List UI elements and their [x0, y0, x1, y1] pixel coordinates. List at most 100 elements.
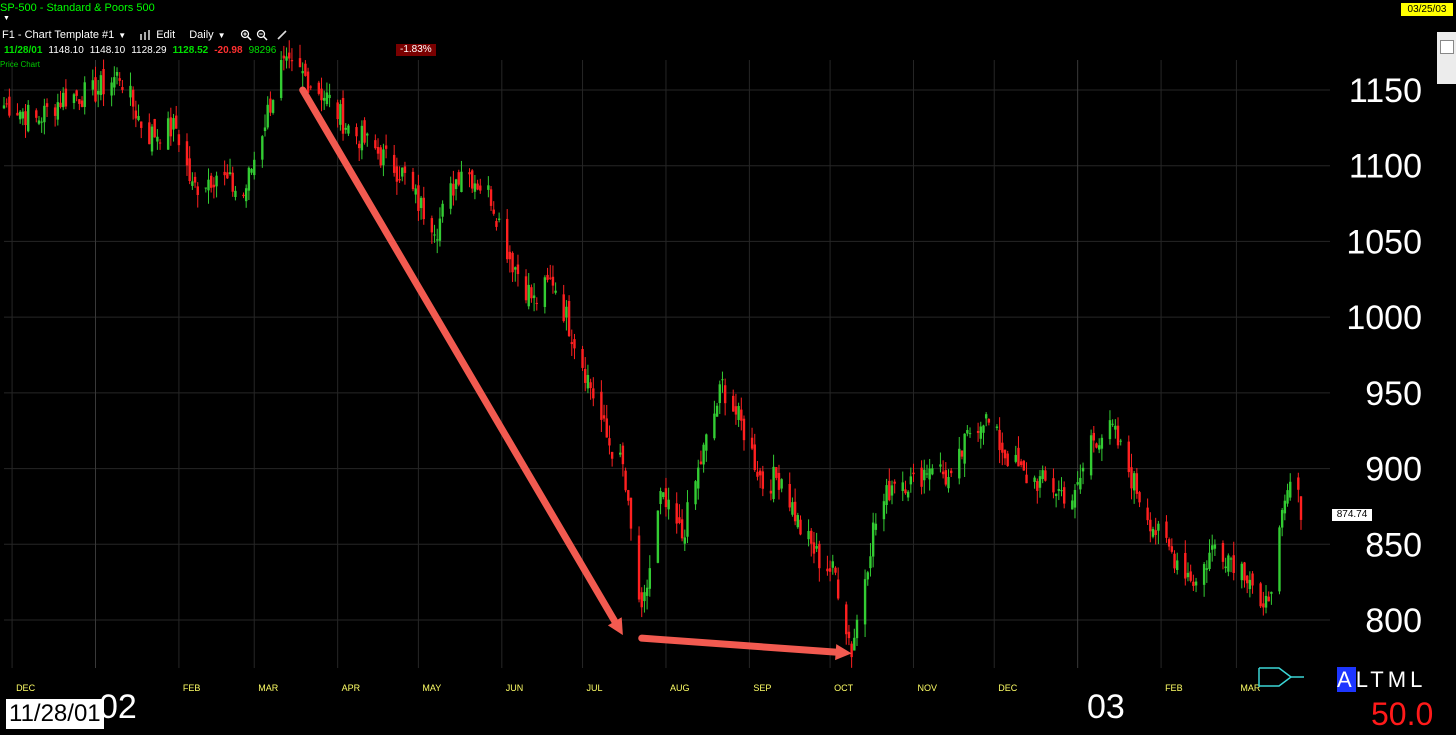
candle-body [753, 444, 756, 471]
candle-body [363, 120, 366, 143]
interval-label: Daily [189, 29, 214, 41]
edit-button[interactable]: Edit [140, 29, 175, 41]
candle-body [713, 413, 716, 439]
candle-body [610, 451, 614, 459]
draw-tool-button[interactable] [276, 29, 288, 41]
candle-body [417, 185, 420, 211]
candle-body [1130, 467, 1133, 489]
y-tick-label: 1000 [1346, 299, 1422, 337]
candle-body [756, 471, 759, 477]
candle-body [769, 490, 773, 494]
candle-body [565, 306, 568, 318]
candle-body [8, 96, 11, 116]
toggle-l2[interactable]: L [1410, 667, 1427, 692]
candle-body [697, 467, 700, 489]
vertical-scrollbar[interactable] [1437, 32, 1456, 84]
zoom-out-icon [256, 29, 268, 41]
indicator-shape[interactable] [1257, 666, 1305, 693]
candle-body [694, 481, 697, 505]
candle-body [204, 187, 208, 189]
candle-body [376, 146, 380, 154]
zoom-out-button[interactable] [256, 29, 268, 41]
candle-body [452, 183, 455, 196]
toggle-l[interactable]: L [1355, 667, 1371, 692]
altml-toggle-group[interactable]: ALTML [1337, 667, 1426, 693]
candle-body [947, 476, 950, 489]
x-tick-label: MAY [422, 683, 441, 693]
decline-arrow-head [607, 617, 623, 636]
candle-body [643, 592, 646, 602]
candle-body [185, 141, 189, 166]
candle-body [562, 294, 565, 322]
candle-body [83, 82, 86, 107]
candle-body [586, 374, 590, 389]
candle-body [1100, 437, 1104, 449]
candle-body [16, 112, 19, 116]
candle-body [683, 537, 686, 544]
candle-body [1267, 596, 1270, 602]
candle-body [530, 287, 533, 299]
toggle-t[interactable]: T [1370, 667, 1388, 692]
settings-caret[interactable]: ▼ [3, 15, 10, 22]
candle-body [436, 239, 439, 241]
candle-body [471, 170, 474, 189]
candle-body [1299, 496, 1303, 520]
chart-toolbar: F1 - Chart Template #1 ▼ Edit Daily ▼ [2, 28, 288, 42]
candle-body [91, 80, 94, 90]
pencil-icon [276, 30, 287, 40]
candle-body [438, 218, 442, 241]
candle-body [325, 92, 329, 105]
candle-body [64, 88, 68, 107]
candle-body [667, 499, 670, 510]
toggle-a[interactable]: A [1337, 667, 1356, 692]
scroll-thumb[interactable] [1440, 40, 1454, 54]
candle-body [543, 277, 547, 307]
candle-body [758, 470, 762, 476]
candle-body [890, 485, 894, 496]
candle-body [495, 220, 498, 227]
interval-dropdown[interactable]: Daily ▼ [189, 29, 225, 41]
candle-body [551, 276, 555, 286]
candle-body [648, 568, 652, 589]
chart-template-dropdown[interactable]: F1 - Chart Template #1 ▼ [2, 29, 126, 41]
candle-body [328, 94, 331, 99]
current-date-badge: 03/25/03 [1401, 3, 1453, 16]
candle-body [818, 543, 821, 569]
candle-body [1243, 562, 1246, 581]
x-tick-label: MAR [1240, 683, 1261, 693]
candle-body [1033, 477, 1036, 482]
candle-body [1194, 581, 1198, 586]
candle-body [244, 188, 248, 202]
candle-body [1054, 493, 1058, 496]
toggle-m[interactable]: M [1387, 667, 1411, 692]
candle-body [1297, 477, 1300, 490]
candle-body [134, 110, 138, 119]
candle-body [497, 218, 501, 220]
candle-body [793, 501, 797, 522]
y-tick-label: 950 [1365, 375, 1422, 413]
candle-body [815, 546, 818, 549]
candle-body [721, 379, 724, 381]
candle-body [737, 405, 740, 420]
candle-body [460, 171, 463, 192]
candle-body [882, 501, 886, 520]
zoom-in-button[interactable] [240, 29, 252, 41]
candle-body [18, 111, 22, 120]
candle-body [169, 117, 173, 137]
candle-body [215, 175, 218, 187]
candle-body [196, 186, 199, 195]
candle-body [584, 369, 587, 383]
candle-body [826, 568, 829, 572]
candle-body [1280, 509, 1284, 528]
candle-body [680, 519, 684, 539]
candle-body [336, 102, 339, 120]
x-tick-label: FEB [1165, 683, 1183, 693]
candle-body [549, 277, 552, 279]
candle-body [589, 382, 592, 389]
candle-body [901, 482, 904, 492]
candle-body [1221, 543, 1225, 562]
candle-body [360, 125, 364, 151]
candle-body [72, 94, 76, 104]
candle-body [931, 468, 934, 475]
